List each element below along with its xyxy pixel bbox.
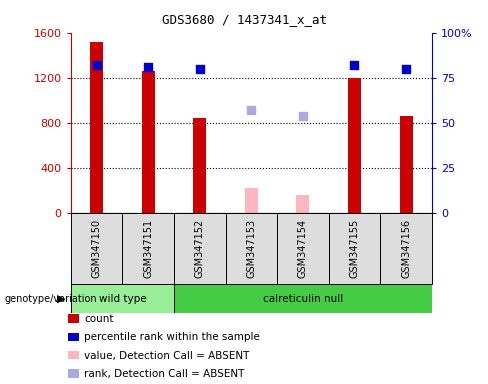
Text: value, Detection Call = ABSENT: value, Detection Call = ABSENT <box>84 351 249 361</box>
Point <box>350 62 358 68</box>
Text: percentile rank within the sample: percentile rank within the sample <box>84 332 260 342</box>
Bar <box>174 213 225 284</box>
Text: ▶: ▶ <box>57 293 65 304</box>
Text: GSM347155: GSM347155 <box>349 219 360 278</box>
Bar <box>225 213 277 284</box>
Text: genotype/variation: genotype/variation <box>5 293 98 304</box>
Bar <box>71 284 174 313</box>
Text: count: count <box>84 314 113 324</box>
Bar <box>329 213 380 284</box>
Bar <box>174 284 432 313</box>
Text: wild type: wild type <box>99 293 146 304</box>
Text: GSM347152: GSM347152 <box>195 219 205 278</box>
Bar <box>400 116 412 213</box>
Bar <box>297 195 309 213</box>
Text: calreticulin null: calreticulin null <box>263 293 343 304</box>
Text: GSM347150: GSM347150 <box>92 219 102 278</box>
Bar <box>122 213 174 284</box>
Bar <box>348 78 361 213</box>
Text: GSM347153: GSM347153 <box>246 219 256 278</box>
Text: GDS3680 / 1437341_x_at: GDS3680 / 1437341_x_at <box>162 13 326 26</box>
Bar <box>193 118 206 213</box>
Point <box>144 64 152 70</box>
Point <box>247 107 255 113</box>
Point <box>402 66 410 72</box>
Bar <box>90 42 103 213</box>
Point <box>196 66 203 72</box>
Bar <box>277 213 329 284</box>
Text: GSM347154: GSM347154 <box>298 219 308 278</box>
Text: GSM347151: GSM347151 <box>143 219 153 278</box>
Bar <box>380 213 432 284</box>
Bar <box>71 213 122 284</box>
Point <box>299 113 307 119</box>
Bar <box>142 71 155 213</box>
Text: GSM347156: GSM347156 <box>401 219 411 278</box>
Bar <box>245 188 258 213</box>
Point <box>93 62 101 68</box>
Text: rank, Detection Call = ABSENT: rank, Detection Call = ABSENT <box>84 369 244 379</box>
